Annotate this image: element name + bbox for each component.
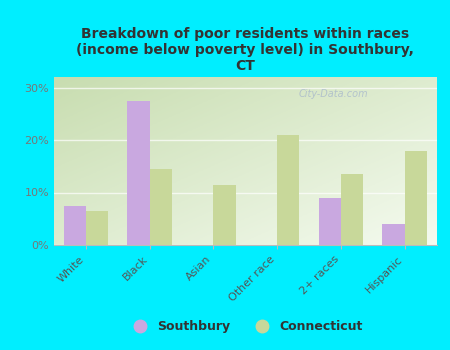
Bar (213, 185, 236, 245)
Bar (341, 174, 363, 245)
Bar (63, 206, 86, 245)
Bar (86, 211, 108, 245)
Legend: Southbury, Connecticut: Southbury, Connecticut (122, 315, 368, 338)
Bar (127, 101, 149, 245)
Bar (319, 198, 341, 245)
Text: City-Data.com: City-Data.com (298, 89, 368, 99)
Title: Breakdown of poor residents within races
(income below poverty level) in Southbu: Breakdown of poor residents within races… (76, 27, 414, 73)
Bar (277, 135, 299, 245)
Bar (149, 169, 172, 245)
Bar (382, 224, 405, 245)
Bar (405, 150, 427, 245)
